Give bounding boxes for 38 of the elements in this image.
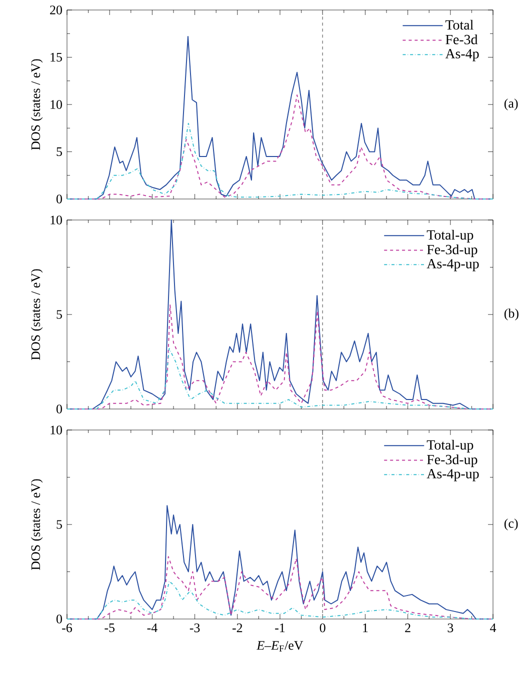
x-axis-title: E–E$_{F}$/eV [256,641,304,652]
y-tick-label: 5 [56,147,62,156]
legend-label: As-4p [445,49,479,62]
x-tick-label: 3 [448,624,454,632]
y-tick-label: 10 [50,100,62,109]
legend-label: Total-up [426,440,474,452]
x-tick-label: -4 [147,624,158,632]
legend-label: As-4p-up [426,259,479,272]
y-tick-label: 10 [50,426,62,434]
y-tick-label: 15 [50,52,62,62]
x-tick-label: 0 [320,624,326,632]
y-tick-label: 5 [56,520,62,529]
legend-label: Fe-3d-up [427,454,478,468]
x-tick-label: -2 [232,624,242,632]
y-tick-label: 20 [50,6,62,14]
y-axis-title: DOS (states / eV) [30,479,43,570]
legend-label: Fe-3d [446,34,478,44]
x-tick-label: 2 [405,624,410,632]
x-tick-label: -1 [275,624,285,632]
y-tick-label: 5 [56,310,62,319]
x-tick-label: 1 [363,624,368,632]
y-tick-label: 0 [56,194,62,204]
x-tick-label: -3 [190,624,200,632]
legend-label: Fe-3d-up [427,244,478,258]
x-tick-label: 4 [490,624,496,632]
x-tick-label: -5 [104,624,114,632]
text: (a) [504,98,518,110]
legend-label: As-4p-up [426,469,479,482]
y-tick-label: 0 [56,404,62,414]
legend-label: Total [445,20,474,30]
text: (c) [504,518,518,530]
y-axis-title: DOS (states / eV) [30,59,43,150]
y-tick-label: 10 [50,216,62,224]
y-tick-label: 0 [56,614,62,624]
y-axis-title: DOS (states / eV) [30,269,43,360]
legend-label: Total-up [426,230,474,242]
x-tick-label: -6 [62,624,72,632]
text: (b) [504,308,518,320]
